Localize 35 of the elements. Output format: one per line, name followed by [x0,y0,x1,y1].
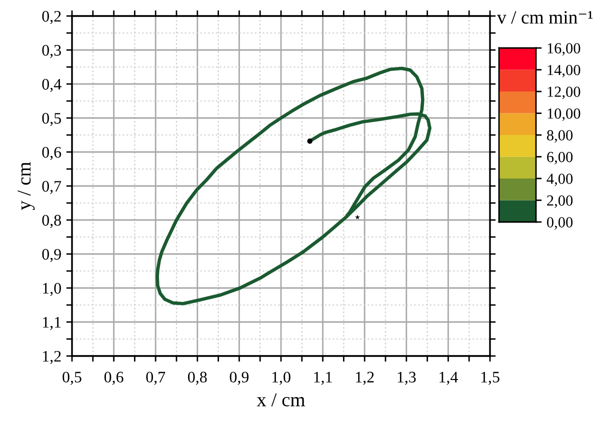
color-bar-label: 16,00 [548,43,580,56]
x-tick-label: 1,0 [272,372,290,385]
x-tick-label: 0,7 [146,372,166,385]
x-tick-label: 1,3 [398,372,416,385]
color-bar-label: 0,00 [547,217,573,230]
y-axis-title: y / cm [18,162,35,210]
color-bar-label: 4,00 [546,174,573,186]
y-tick-label: 1,0 [43,282,61,296]
y-tick-label: 0,2 [42,10,61,24]
x-tick-label: 0,5 [62,372,82,385]
color-bar-label: 10,00 [548,108,580,121]
y-tick-label: 0,5 [42,112,61,126]
x-tick-label: 1,4 [440,372,458,385]
color-bar-label: 2,00 [547,195,573,208]
x-tick-label: 1,1 [314,372,332,385]
y-tick-label: 0,4 [42,78,62,92]
y-tick-label: 1,1 [43,316,61,330]
color-bar-label: 14,00 [548,64,580,78]
x-tick-label: 1,2 [356,372,374,385]
y-tick-label: 0,8 [42,214,61,228]
y-tick-label: 0,7 [42,180,62,194]
x-tick-label: 0,9 [230,372,249,385]
x-axis-title: x / cm [256,393,305,406]
x-tick-label: 0,6 [104,372,124,385]
y-tick-label: 1,2 [43,350,61,364]
y-tick-label: 0,9 [42,248,61,262]
color-bar-label: 8,00 [547,130,573,143]
y-tick-label: 0,6 [42,146,62,160]
x-tick-label: 0,8 [188,372,207,385]
x-tick-label: 1,5 [481,372,500,385]
color-bar-label: 6,00 [547,152,573,164]
color-bar-title: v / cm min⁻¹ [497,11,593,24]
y-tick-label: 0,3 [42,44,61,58]
line-series [156,66,432,306]
color-bar-label: 12,00 [548,86,580,100]
